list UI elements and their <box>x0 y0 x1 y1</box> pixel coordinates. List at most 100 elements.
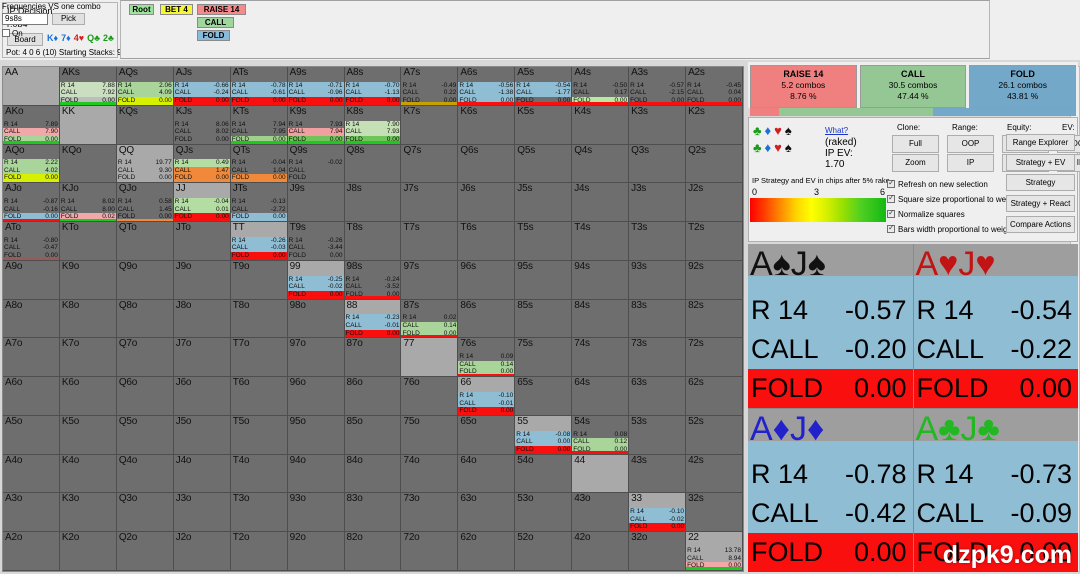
matrix-cell[interactable]: 77 <box>401 338 459 378</box>
matrix-cell[interactable]: 86s <box>458 299 516 339</box>
checkbox-icon[interactable] <box>887 223 895 233</box>
matrix-cell[interactable]: 88 R 14 -0.23 CALL -0.01 FOLD 0.00 <box>344 299 402 339</box>
matrix-cell[interactable]: A6s R 14 -0.56 CALL -1.38 FOLD 0.00 <box>458 67 516 106</box>
matrix-cell[interactable]: 43s <box>629 454 687 494</box>
matrix-cell[interactable]: 52s <box>686 415 743 455</box>
club-icon[interactable]: ♣ <box>753 123 765 138</box>
combo-card[interactable]: A♦J♦ R 14 -0.78 CALL -0.42 FOLD 0.00 <box>748 408 913 572</box>
matrix-cell[interactable]: 83o <box>344 493 402 533</box>
side-button-compare-actions[interactable]: Compare Actions <box>1006 216 1075 233</box>
matrix-cell[interactable]: KTs R 14 7.94 CALL 7.95 FOLD 0.00 <box>230 105 288 145</box>
suit-filter-row-1[interactable]: ♣♦♥♠ <box>753 123 795 138</box>
checkbox-icon[interactable] <box>2 29 10 37</box>
matrix-cell[interactable]: K5o <box>59 415 117 455</box>
matrix-cell[interactable]: 97o <box>287 338 345 378</box>
matrix-cell[interactable]: T4o <box>230 454 288 494</box>
matrix-cell[interactable]: T2s <box>686 222 743 261</box>
matrix-cell[interactable]: A4o <box>3 454 60 494</box>
matrix-cell[interactable]: K3s <box>629 105 687 145</box>
matrix-cell[interactable]: 53s <box>629 415 687 455</box>
matrix-cell[interactable]: AA <box>3 67 60 106</box>
matrix-cell[interactable]: ATs R 14 -0.78 CALL -0.61 FOLD 0.00 <box>230 67 288 106</box>
checkbox-icon[interactable] <box>887 193 895 203</box>
matrix-cell[interactable]: 75o <box>401 415 459 455</box>
matrix-cell[interactable]: KJo R 14 8.02 CALL 8.00 FOLD 0.02 <box>59 183 117 223</box>
frequencies-combo-input[interactable]: 9s8s <box>2 13 48 25</box>
combo-card[interactable]: A♣J♣ R 14 -0.73 CALL -0.09 FOLD 0.00 <box>913 408 1078 572</box>
matrix-cell[interactable]: KJs R 14 8.06 CALL 8.02 FOLD 0.00 <box>173 105 231 145</box>
matrix-cell[interactable]: QTs R 14 -0.04 CALL 1.04 FOLD 0.00 <box>230 144 288 184</box>
clone-zoom-button[interactable]: Zoom <box>892 154 939 172</box>
side-button-range-explorer[interactable]: Range Explorer <box>1006 134 1075 151</box>
range-matrix[interactable]: AA AKs R 14 7.88 CALL 7.92 FOLD 0.00 AQs R 14 2.06… <box>2 66 744 572</box>
matrix-cell[interactable]: K7o <box>59 338 117 378</box>
matrix-cell[interactable]: K9o <box>59 260 117 300</box>
matrix-cell[interactable]: QQ R 14 19.77 CALL 9.30 FOLD 0.00 <box>116 144 174 184</box>
matrix-cell[interactable]: T8o <box>230 299 288 339</box>
matrix-cell[interactable]: Q3o <box>116 493 174 533</box>
matrix-cell[interactable]: 84o <box>344 454 402 494</box>
matrix-cell[interactable]: 87o <box>344 338 402 378</box>
tree-node-fold[interactable]: FOLD <box>197 30 230 41</box>
matrix-cell[interactable]: 53o <box>515 493 573 533</box>
tree-node-call[interactable]: CALL <box>197 17 234 28</box>
matrix-cell[interactable]: 97s <box>401 260 459 300</box>
matrix-cell[interactable]: Q4o <box>116 454 174 494</box>
range-oop-button[interactable]: OOP <box>947 135 994 153</box>
matrix-cell[interactable]: J3s <box>629 183 687 223</box>
matrix-cell[interactable]: 92o <box>287 532 345 571</box>
matrix-cell[interactable]: 42o <box>572 532 630 571</box>
matrix-cell[interactable]: J8s <box>344 183 402 223</box>
matrix-cell[interactable]: K9s R 14 7.93 CALL 7.94 FOLD 0.00 <box>287 105 345 145</box>
matrix-cell[interactable]: 55 R 14 -0.08 CALL 0.00 FOLD 0.00 <box>515 415 573 455</box>
matrix-cell[interactable]: 62o <box>458 532 516 571</box>
matrix-cell[interactable]: 73s <box>629 338 687 378</box>
matrix-cell[interactable]: 65o <box>458 415 516 455</box>
matrix-cell[interactable]: 64s <box>572 377 630 416</box>
frequencies-on-toggle[interactable]: On <box>2 29 23 38</box>
matrix-cell[interactable]: J3o <box>173 493 231 533</box>
matrix-cell[interactable]: KQs <box>116 105 174 145</box>
matrix-cell[interactable]: T8s <box>344 222 402 261</box>
combo-card[interactable]: A♥J♥ R 14 -0.54 CALL -0.22 FOLD 0.00 <box>913 244 1078 408</box>
matrix-cell[interactable]: A3s R 14 -0.57 CALL -2.15 FOLD 0.00 <box>629 67 687 106</box>
matrix-cell[interactable]: 63o <box>458 493 516 533</box>
matrix-cell[interactable]: A4s R 14 -0.50 CALL 0.17 FOLD 0.00 <box>572 67 630 106</box>
matrix-cell[interactable]: 72s <box>686 338 743 378</box>
matrix-cell[interactable]: 74s <box>572 338 630 378</box>
matrix-cell[interactable]: 86o <box>344 377 402 416</box>
matrix-cell[interactable]: Q9o <box>116 260 174 300</box>
matrix-cell[interactable]: 32o <box>629 532 687 571</box>
matrix-cell[interactable]: T6s <box>458 222 516 261</box>
tree-node-raise[interactable]: RAISE 14 <box>197 4 246 15</box>
matrix-cell[interactable]: K8o <box>59 299 117 339</box>
matrix-cell[interactable]: Q8o <box>116 299 174 339</box>
summary-card[interactable]: RAISE 14 5.2 combos 8.76 % <box>750 65 857 108</box>
matrix-cell[interactable]: T9s R 14 -0.26 CALL -3.44 FOLD 0.00 <box>287 222 345 261</box>
matrix-cell[interactable]: 72o <box>401 532 459 571</box>
matrix-cell[interactable]: 95s <box>515 260 573 300</box>
matrix-cell[interactable]: AKo R 14 7.89 CALL 7.90 FOLD 0.00 <box>3 105 60 145</box>
matrix-cell[interactable]: A9s R 14 -0.71 CALL -0.96 FOLD 0.00 <box>287 67 345 106</box>
matrix-cell[interactable]: 54s R 14 0.08 CALL 0.12 FOLD 0.00 <box>572 415 630 455</box>
matrix-cell[interactable]: J6s <box>458 183 516 223</box>
matrix-cell[interactable]: J9o <box>173 260 231 300</box>
matrix-cell[interactable]: 63s <box>629 377 687 416</box>
matrix-cell[interactable]: T7o <box>230 338 288 378</box>
what-help-link[interactable]: What? <box>825 126 849 135</box>
combo-card[interactable]: A♠J♠ R 14 -0.57 CALL -0.20 FOLD 0.00 <box>748 244 913 408</box>
matrix-cell[interactable]: A7o <box>3 338 60 378</box>
checkbox-bars-width-proportional[interactable]: Bars width proportional to weight <box>887 223 1014 234</box>
matrix-cell[interactable]: QTo <box>116 222 174 261</box>
matrix-cell[interactable]: T9o <box>230 260 288 300</box>
matrix-cell[interactable]: J6o <box>173 377 231 416</box>
matrix-cell[interactable]: 82o <box>344 532 402 571</box>
matrix-cell[interactable]: 76s R 14 0.09 CALL 0.14 FOLD 0.00 <box>458 338 516 378</box>
matrix-cell[interactable]: 75s <box>515 338 573 378</box>
matrix-cell[interactable]: 85o <box>344 415 402 455</box>
clone-full-button[interactable]: Full <box>892 135 939 153</box>
spade-icon[interactable]: ♠ <box>784 140 795 155</box>
matrix-cell[interactable]: TT R 14 -0.26 CALL -0.03 FOLD 0.00 <box>230 222 288 261</box>
matrix-cell[interactable]: 42s <box>686 454 743 494</box>
matrix-cell[interactable]: 73o <box>401 493 459 533</box>
